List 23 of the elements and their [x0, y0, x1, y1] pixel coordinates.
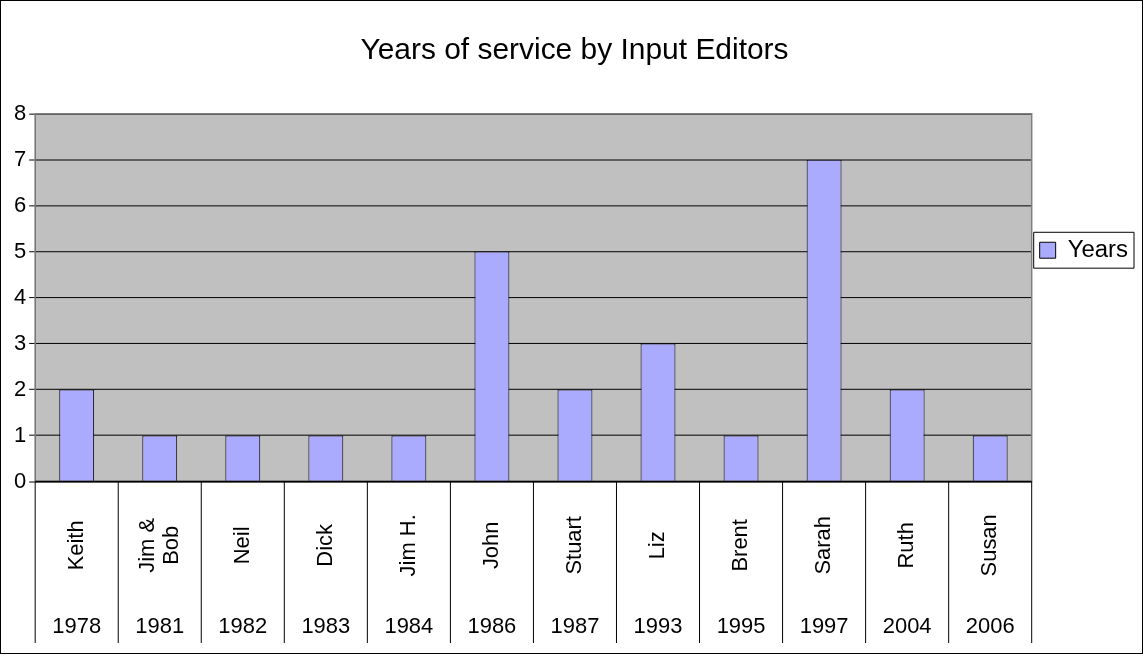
legend-label: Years — [1067, 234, 1129, 262]
category-label: Neil 1982 — [218, 526, 268, 639]
category-label: Susan 2006 — [965, 514, 1015, 639]
category-label: Liz 1993 — [633, 531, 683, 639]
y-tick-label: 3 — [13, 329, 27, 355]
category-label: Dick 1983 — [301, 524, 351, 639]
category-label: Stuart 1987 — [550, 516, 600, 639]
category-label: John 1986 — [467, 521, 517, 639]
category-label: Sarah 1997 — [799, 516, 849, 639]
y-tick-label: 7 — [13, 145, 27, 171]
category-label: Brent 1995 — [716, 519, 766, 639]
category-label: Ruth 2004 — [882, 522, 932, 639]
y-tick-label: 2 — [13, 375, 27, 401]
y-tick-label: 6 — [13, 191, 27, 217]
category-label: Keith 1978 — [52, 520, 102, 639]
y-tick-label: 0 — [13, 467, 27, 493]
category-label: Jim & Bob 1981 — [133, 517, 185, 639]
y-tick-label: 5 — [13, 237, 27, 263]
chart-title: Years of service by Input Editors — [360, 32, 789, 66]
y-tick-label: 8 — [13, 99, 27, 125]
y-tick-label: 4 — [13, 283, 27, 309]
y-tick-label: 1 — [13, 421, 27, 447]
category-label: Jim H. 1984 — [384, 514, 434, 639]
